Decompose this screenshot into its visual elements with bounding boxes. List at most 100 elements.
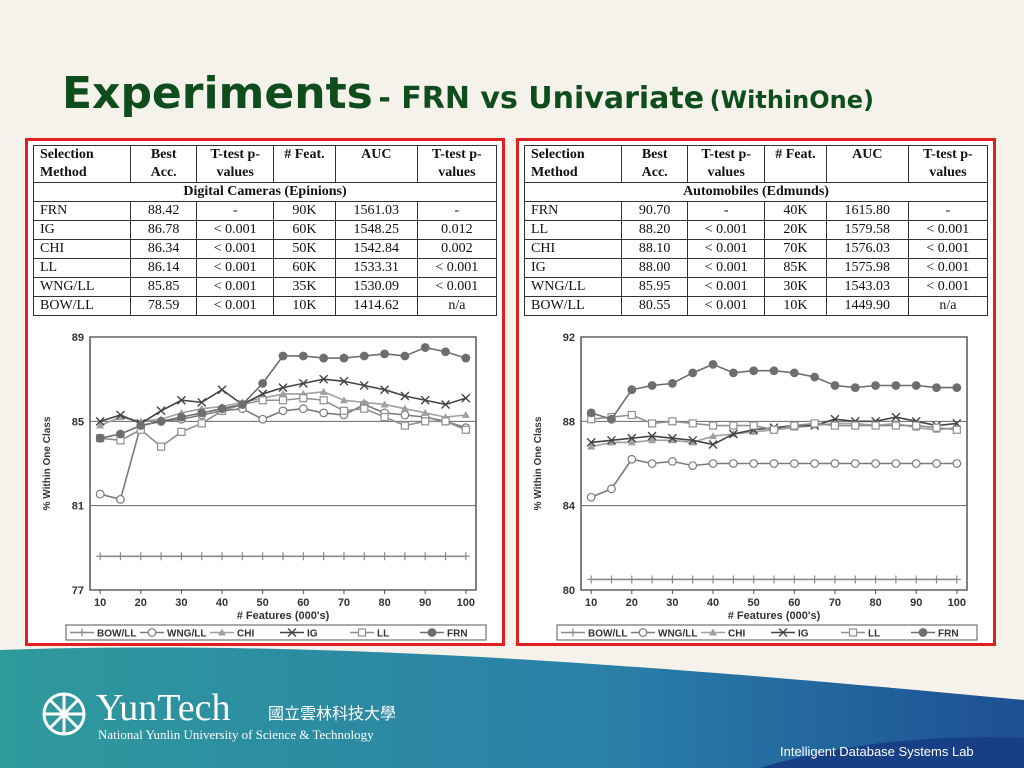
marker	[177, 427, 186, 436]
marker	[218, 628, 226, 636]
marker	[400, 351, 410, 361]
marker	[319, 552, 328, 561]
marker	[400, 421, 409, 430]
table-cell: -	[416, 201, 498, 221]
marker	[586, 437, 596, 447]
marker	[116, 413, 125, 421]
marker	[157, 552, 166, 561]
marker	[586, 492, 596, 502]
marker	[871, 381, 880, 390]
header-cell: Selection Method	[524, 145, 622, 183]
marker	[587, 442, 596, 450]
marker	[627, 433, 637, 443]
header-cell: # Feat.	[272, 145, 336, 183]
marker	[749, 427, 758, 435]
x-tick-label: 10	[585, 597, 597, 609]
table-cell: < 0.001	[687, 239, 765, 259]
marker	[749, 459, 759, 468]
table-cell: 30K	[763, 277, 827, 297]
marker	[380, 385, 390, 395]
marker	[177, 552, 186, 561]
table-cell: < 0.001	[907, 258, 989, 278]
marker	[258, 414, 268, 424]
marker	[116, 494, 125, 504]
marker	[912, 421, 921, 430]
marker	[810, 575, 819, 584]
table-cell: < 0.001	[196, 277, 274, 297]
table-cell: 1530.09	[334, 277, 418, 297]
legend-box	[65, 624, 487, 641]
table-cell: CHI	[33, 239, 131, 259]
table-row: CHI 86.34 < 0.001 50K 1542.84 0.002	[33, 239, 498, 259]
marker	[78, 628, 86, 637]
table-cell: 1542.84	[334, 239, 418, 259]
marker	[850, 459, 860, 468]
marker	[147, 628, 157, 637]
marker	[380, 349, 389, 359]
marker	[420, 395, 430, 405]
header-cell: T-test p-values	[907, 145, 989, 183]
footer-wave	[0, 647, 1024, 768]
marker	[830, 459, 840, 468]
table-cell: < 0.001	[416, 277, 498, 297]
marker	[319, 408, 329, 418]
marker	[116, 429, 125, 439]
table-cell: n/a	[907, 296, 989, 316]
table-cell: IG	[33, 220, 131, 240]
marker	[891, 575, 900, 584]
lab-name: Intelligent Database Systems Lab	[780, 744, 974, 759]
table-cell: 1533.31	[334, 258, 418, 278]
table-row: WNG/LL 85.85 < 0.001 35K 1530.09 < 0.001	[33, 277, 498, 297]
table-cell: LL	[33, 258, 131, 278]
marker	[627, 575, 636, 584]
marker	[461, 425, 470, 434]
x-tick-label: 90	[910, 597, 922, 609]
y-tick-label: 88	[563, 416, 575, 428]
table-cell: -	[687, 201, 765, 221]
marker	[668, 417, 677, 426]
marker	[298, 378, 308, 388]
table-cell: 88.10	[620, 239, 689, 259]
marker	[279, 389, 287, 397]
x-tick-label: 40	[707, 597, 719, 609]
marker	[339, 406, 349, 415]
header-cell: Best Acc.	[620, 145, 689, 183]
marker	[851, 575, 860, 584]
series	[587, 575, 961, 584]
marker	[278, 396, 288, 405]
table-cell: 60K	[272, 220, 336, 240]
marker	[648, 419, 657, 428]
table-cell: < 0.001	[687, 296, 765, 316]
chart: 77 81 85 89 10 20 30 40 50 60 70 80 90 100 # Features …	[42, 332, 487, 641]
marker	[157, 442, 166, 451]
marker	[708, 360, 718, 369]
table-cell: WNG/LL	[33, 277, 131, 297]
series	[586, 454, 962, 502]
marker	[932, 423, 941, 432]
x-tick-label: 100	[457, 597, 475, 609]
header-cell: T-test p-values	[416, 145, 498, 183]
table-cell: < 0.001	[196, 220, 274, 240]
marker	[850, 383, 860, 392]
marker	[749, 575, 758, 584]
table-cell: 1414.62	[334, 296, 418, 316]
marker	[770, 575, 778, 584]
x-tick-label: 70	[829, 597, 841, 609]
table-cell: 78.59	[129, 296, 198, 316]
marker	[851, 421, 860, 430]
marker	[156, 406, 166, 416]
table-cell: 20K	[763, 220, 827, 240]
chart: 80 84 88 92 10 20 30 40 50 60 70 80 90 100 # Features …	[533, 332, 978, 641]
marker	[891, 421, 900, 430]
marker	[319, 387, 328, 395]
y-tick-label: 92	[563, 332, 575, 344]
title-small: (WithinOne)	[709, 86, 874, 114]
marker	[461, 393, 471, 403]
marker	[688, 368, 698, 378]
marker	[299, 552, 308, 561]
marker	[298, 351, 308, 361]
marker	[607, 484, 616, 494]
marker	[218, 552, 227, 561]
